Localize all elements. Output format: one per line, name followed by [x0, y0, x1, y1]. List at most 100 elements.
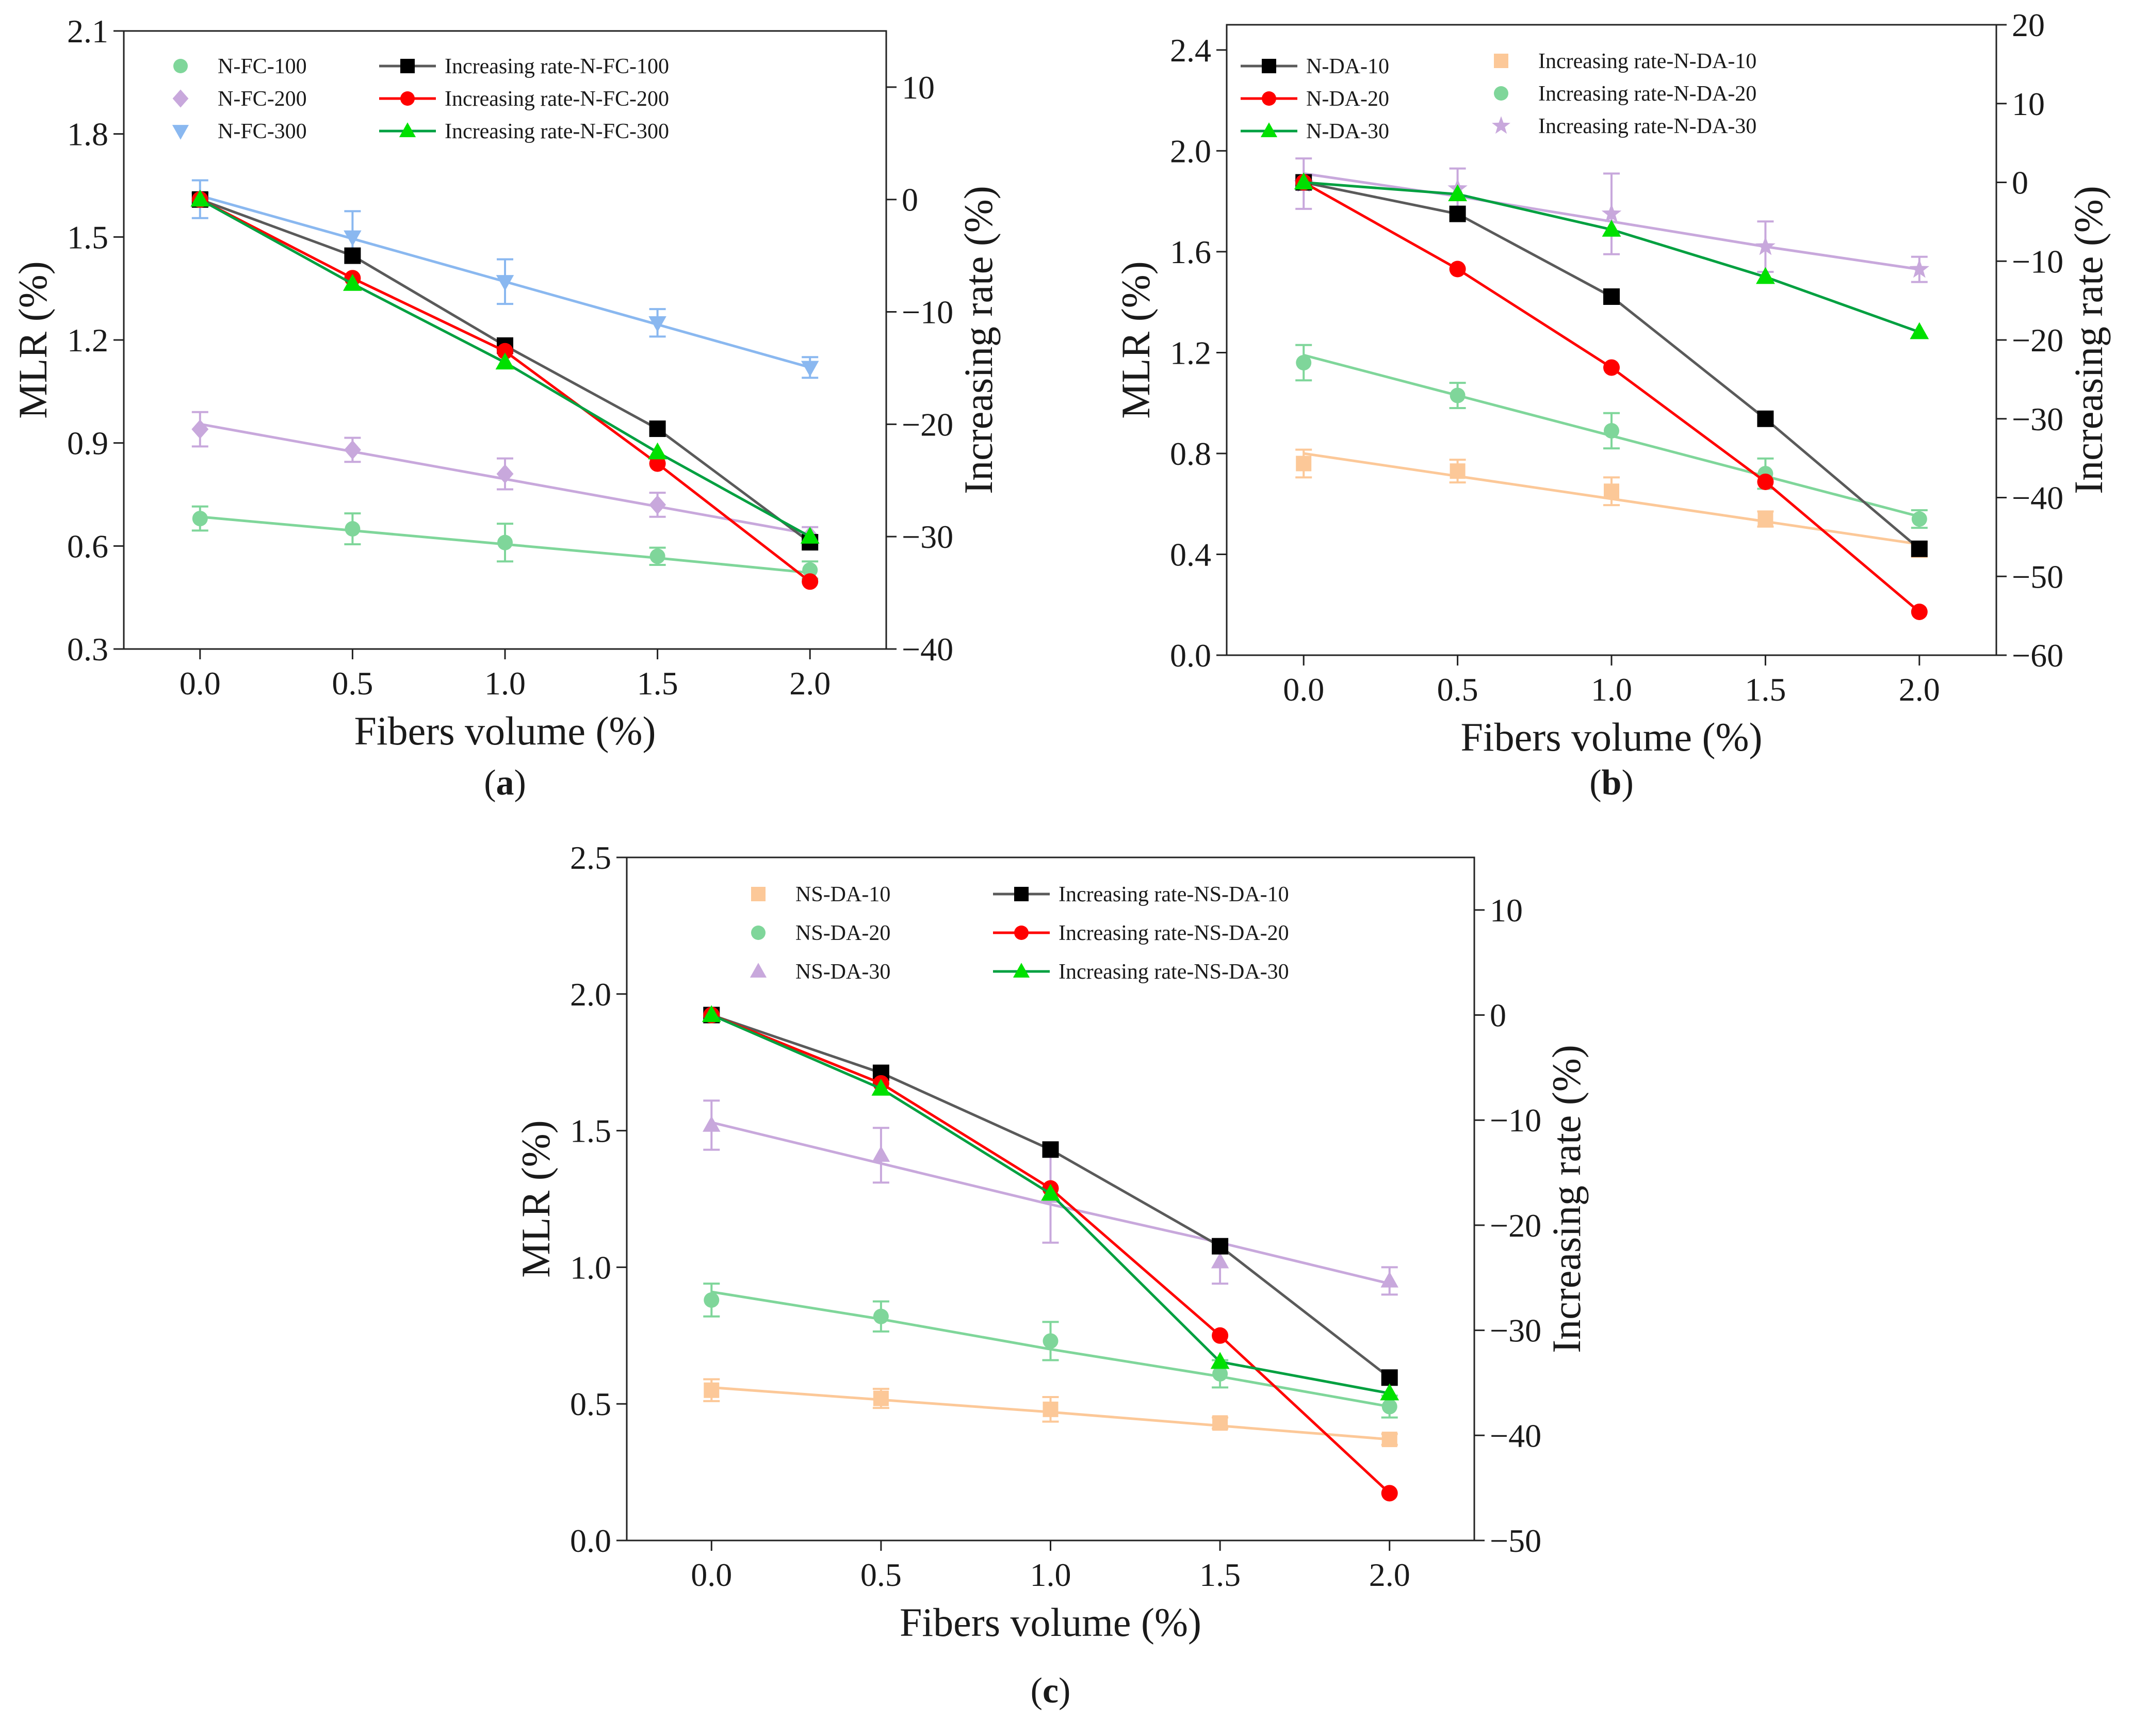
legend-label: Increasing rate-NS-DA-10	[1059, 883, 1289, 906]
data-point	[702, 1005, 721, 1023]
data-point	[1448, 184, 1467, 202]
panel-label-close: )	[1059, 1671, 1070, 1711]
legend-entry: Increasing rate-N-FC-100	[379, 55, 669, 78]
legend-entry: N-DA-30	[1241, 120, 1389, 143]
data-point	[704, 1382, 720, 1398]
data-point	[1449, 205, 1466, 222]
panel-label-letter: b	[1602, 763, 1622, 803]
data-point	[1449, 261, 1466, 278]
data-point	[1911, 603, 1928, 620]
legend-label: N-FC-200	[218, 87, 307, 111]
mlr-series-NS-DA-10	[703, 1378, 1398, 1448]
panel-label-open: (	[1031, 1671, 1043, 1711]
y2-tick-label: 10	[2012, 86, 2045, 122]
data-point	[1294, 172, 1313, 190]
data-point	[191, 419, 209, 439]
y2-tick-label: 0	[902, 182, 918, 218]
x-tick-label: 1.0	[484, 665, 526, 702]
y-tick-label: 1.2	[1170, 334, 1211, 371]
legend-entry: Increasing rate-N-DA-30	[1492, 115, 1756, 138]
data-point	[1381, 1399, 1397, 1415]
x-axis-title: Fibers volume (%)	[354, 708, 656, 753]
legend-marker	[1013, 963, 1030, 978]
data-point	[497, 343, 513, 360]
data-point	[496, 464, 514, 484]
rate-series-N-DA-30	[1294, 172, 1929, 339]
y2-tick-label: −10	[902, 294, 953, 331]
y-tick-label: 0.5	[570, 1386, 611, 1422]
y-tick-label: 0.9	[67, 425, 108, 462]
legend-label: N-DA-10	[1306, 55, 1389, 78]
data-point	[190, 189, 210, 207]
x-tick-label: 0.0	[180, 665, 221, 702]
x-axis-title: Fibers volume (%)	[1461, 715, 1763, 759]
rate-series-Increasing rate-NS-DA-20	[703, 1007, 1398, 1502]
data-point	[1296, 456, 1312, 472]
data-point	[1296, 354, 1312, 370]
y-tick-label: 1.5	[67, 219, 108, 255]
x-axis-title: Fibers volume (%)	[900, 1600, 1201, 1645]
y2-tick-label: 0	[2012, 165, 2028, 201]
data-point	[343, 273, 362, 291]
legend-label: Increasing rate-N-DA-30	[1538, 115, 1756, 138]
panel-b: 0.0 0.5 1.0 1.5 2.0 0.0 0.4 0.8 1.2 1.6 2.0 2.4 −60 −…	[1113, 7, 2111, 803]
x-tick-label: 0.5	[1437, 671, 1478, 708]
x-tick-label: 1.0	[1591, 671, 1632, 708]
y2-tick-label: −50	[1490, 1522, 1541, 1559]
y-tick-label: 2.4	[1170, 32, 1211, 69]
data-point	[1212, 1327, 1229, 1344]
panel-label-close: )	[514, 763, 526, 803]
y2-tick-label: 10	[902, 69, 935, 106]
data-point	[1043, 1333, 1059, 1349]
y-tick-label: 0.0	[570, 1522, 611, 1559]
legend-entry: Increasing rate-NS-DA-30	[993, 960, 1289, 984]
y-tick-label: 0.0	[1170, 637, 1211, 674]
legend-marker	[173, 59, 188, 73]
y2-tick-label: −10	[1490, 1102, 1541, 1139]
y-tick-label: 0.4	[1170, 536, 1211, 573]
y2-axis-title: Increasing rate (%)	[956, 186, 1001, 494]
legend-marker	[400, 59, 415, 73]
legend-entry: NS-DA-20	[751, 921, 890, 945]
data-point	[704, 1292, 720, 1308]
data-point	[344, 247, 361, 264]
data-point	[1757, 473, 1774, 490]
panel-label: (c)	[1031, 1671, 1071, 1711]
data-point	[649, 548, 665, 564]
data-point	[801, 361, 819, 377]
y-axis-title: MLR (%)	[513, 1120, 558, 1277]
legend: NS-DA-10 NS-DA-20 NS-DA-30 Increasing rate-…	[750, 883, 1289, 984]
y-axis-title: MLR (%)	[1113, 261, 1158, 418]
data-point	[703, 1116, 721, 1132]
legend-marker	[1262, 91, 1276, 106]
data-point	[1911, 511, 1927, 527]
data-point	[1381, 1432, 1397, 1448]
data-point	[1757, 410, 1774, 427]
legend-marker	[1014, 887, 1029, 901]
data-point	[1757, 511, 1773, 527]
legend-label: N-DA-30	[1306, 120, 1389, 143]
x-tick-label: 2.0	[1899, 671, 1940, 708]
legend-entry: Increasing rate-N-FC-300	[379, 120, 669, 143]
legend-entry: Increasing rate-NS-DA-10	[993, 883, 1289, 906]
y-tick-label: 0.8	[1170, 435, 1211, 472]
data-point	[345, 521, 361, 537]
legend-label: N-FC-100	[218, 55, 307, 78]
legend-label: Increasing rate-N-DA-10	[1538, 50, 1756, 73]
y2-tick-label: 0	[1490, 997, 1506, 1034]
y2-axis-title: Increasing rate (%)	[1544, 1045, 1589, 1353]
data-point	[1212, 1415, 1228, 1431]
data-point	[648, 316, 666, 332]
x-tick-label: 0.0	[691, 1556, 732, 1593]
y2-tick-label: −60	[2012, 637, 2063, 674]
legend-entry: Increasing rate-N-FC-200	[379, 87, 669, 111]
data-point	[1603, 359, 1620, 376]
legend: N-DA-10 N-DA-20 N-DA-30 Increasing rate-N-D…	[1241, 50, 1756, 143]
data-point	[649, 455, 666, 472]
x-tick-label: 2.0	[1369, 1556, 1410, 1593]
legend-marker	[1494, 86, 1508, 101]
panel-c: 0.0 0.5 1.0 1.5 2.0 0.0 0.5 1.0 1.5 2.0 2.5 −50 −40 −…	[513, 839, 1589, 1711]
legend-label: NS-DA-30	[795, 960, 890, 984]
rate-series-Increasing rate-N-FC-300	[190, 189, 820, 544]
